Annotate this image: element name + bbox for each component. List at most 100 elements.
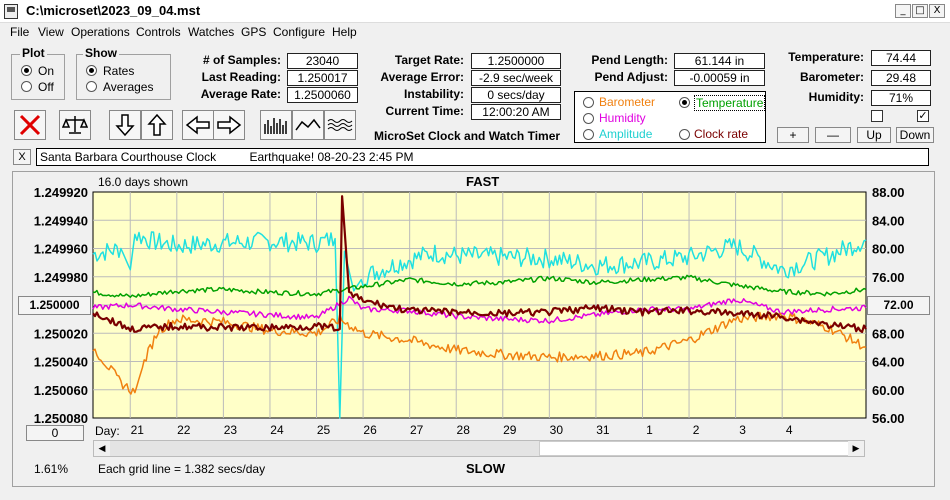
left-tick-label: 1.249940	[34, 213, 88, 228]
days-shown: 16.0 days shown	[98, 175, 189, 189]
day-tick-label: 24	[270, 423, 284, 437]
percent-readout: 1.61%	[34, 462, 69, 476]
minimize-button[interactable]: _	[895, 4, 911, 18]
menu-controls[interactable]: Controls	[136, 25, 181, 39]
menu-watches[interactable]: Watches	[188, 25, 235, 39]
average-rate-value: 1.2500060	[287, 87, 358, 103]
series-line-amplitude	[92, 231, 867, 419]
scale-plus-button[interactable]: +	[777, 127, 809, 143]
barometer-option: Barometer	[599, 95, 656, 109]
day-tick-label: 22	[177, 423, 191, 437]
last-reading-label: Last Reading:	[201, 70, 281, 84]
bar-graph-icon	[264, 118, 287, 134]
center-temp-button[interactable]: 72.00	[867, 296, 930, 315]
wave-graph-button[interactable]	[324, 110, 356, 140]
fast-label: FAST	[466, 174, 500, 189]
temperature-label: Temperature:	[788, 50, 864, 64]
day-tick-label: 2	[693, 423, 700, 437]
menu-view[interactable]: View	[38, 25, 64, 39]
temperature-option: Temperature	[694, 95, 766, 111]
arrow-left-icon	[185, 115, 210, 135]
day-tick-label: 21	[131, 423, 145, 437]
center-rate-button[interactable]: 1.250000	[18, 296, 91, 315]
left-tick-label: 1.249980	[34, 270, 88, 285]
zero-button[interactable]: 0	[26, 425, 84, 441]
balance-scale-icon	[62, 116, 88, 134]
chart-frame	[12, 171, 935, 487]
notes-close-button[interactable]: X	[13, 149, 31, 165]
humidity-radio[interactable]	[583, 113, 594, 124]
average-error-value: -2.9 sec/week	[471, 70, 561, 86]
close-window-button[interactable]: X	[929, 4, 945, 18]
day-tick-label: 4	[786, 423, 793, 437]
barometer-label: Barometer:	[799, 70, 864, 84]
day-tick-label: 1	[646, 423, 653, 437]
bar-graph-button[interactable]	[260, 110, 292, 140]
arrow-right-button[interactable]	[213, 110, 245, 140]
barometer-radio[interactable]	[583, 97, 594, 108]
samples-value: 23040	[287, 53, 358, 69]
notes-field[interactable]: Santa Barbara Courthouse Clock Earthquak…	[36, 148, 929, 166]
day-tick-label: 23	[224, 423, 238, 437]
amplitude-option: Amplitude	[599, 127, 653, 141]
humidity-option: Humidity	[599, 111, 646, 125]
window-title: C:\microset\2023_09_04.mst	[26, 3, 201, 18]
title-bar: C:\microset\2023_09_04.mst _ □ X	[0, 0, 950, 23]
day-tick-label: 31	[596, 423, 610, 437]
plot-off-radio[interactable]	[21, 81, 32, 92]
amplitude-radio[interactable]	[583, 129, 594, 140]
plot-group-title: Plot	[20, 46, 47, 60]
line-graph-icon	[295, 118, 321, 131]
scale-down-button[interactable]: Down	[896, 127, 934, 143]
pend-length-label: Pend Length:	[591, 53, 668, 67]
day-tick-label: 25	[317, 423, 331, 437]
scroll-left-icon[interactable]: ◀	[94, 441, 110, 456]
show-group-title: Show	[83, 46, 119, 60]
checkbox-left[interactable]	[871, 110, 883, 122]
chart-scrollbar[interactable]: ◀ ▶	[93, 440, 865, 457]
stop-button[interactable]	[14, 110, 46, 140]
left-tick-label: 1.250020	[34, 326, 88, 341]
arrow-up-button[interactable]	[141, 110, 173, 140]
average-rate-label: Average Rate:	[200, 87, 281, 101]
plot-on-radio[interactable]	[21, 65, 32, 76]
menu-configure[interactable]: Configure	[273, 25, 326, 39]
line-graph-button[interactable]	[292, 110, 324, 140]
series-selector: Barometer Temperature Humidity Amplitude…	[574, 91, 766, 143]
menu-help[interactable]: Help	[332, 25, 357, 39]
humidity-label: Humidity:	[808, 90, 864, 104]
show-group	[76, 54, 171, 100]
menu-file[interactable]: File	[10, 25, 30, 39]
right-tick-label: 68.00	[872, 326, 905, 341]
arrow-down-icon	[115, 114, 135, 137]
right-tick-label: 60.00	[872, 383, 905, 398]
scale-minus-button[interactable]: —	[815, 127, 851, 143]
instability-value: 0 secs/day	[471, 87, 561, 103]
day-tick-label: 29	[503, 423, 517, 437]
day-label: Day:	[95, 424, 120, 438]
maximize-button[interactable]: □	[912, 4, 928, 18]
temperature-radio[interactable]	[679, 97, 690, 108]
scale-up-button[interactable]: Up	[857, 127, 891, 143]
wave-graph-icon	[327, 119, 353, 131]
scroll-right-icon[interactable]: ▶	[848, 441, 864, 456]
menu-gps[interactable]: GPS	[241, 25, 267, 39]
balance-button[interactable]	[59, 110, 91, 140]
grid-note: Each grid line = 1.382 secs/day	[98, 462, 266, 476]
menu-operations[interactable]: Operations	[71, 25, 130, 39]
series-line-temperature	[92, 274, 867, 298]
instability-label: Instability:	[403, 87, 464, 101]
humidity-value: 71%	[871, 90, 931, 106]
show-rates-label: Rates	[103, 64, 135, 78]
slow-label: SLOW	[466, 461, 505, 476]
clock-rate-radio[interactable]	[679, 129, 690, 140]
show-rates-radio[interactable]	[86, 65, 97, 76]
left-tick-label: 1.249960	[34, 242, 88, 257]
left-tick-label: 1.250060	[34, 383, 88, 398]
checkbox-right[interactable]: ✓	[917, 110, 929, 122]
app-name: MicroSet Clock and Watch Timer	[374, 129, 561, 143]
left-tick-label: 1.250040	[34, 355, 88, 370]
pend-length-value: 61.144 in	[674, 53, 765, 69]
arrow-down-button[interactable]	[109, 110, 141, 140]
show-averages-radio[interactable]	[86, 81, 97, 92]
